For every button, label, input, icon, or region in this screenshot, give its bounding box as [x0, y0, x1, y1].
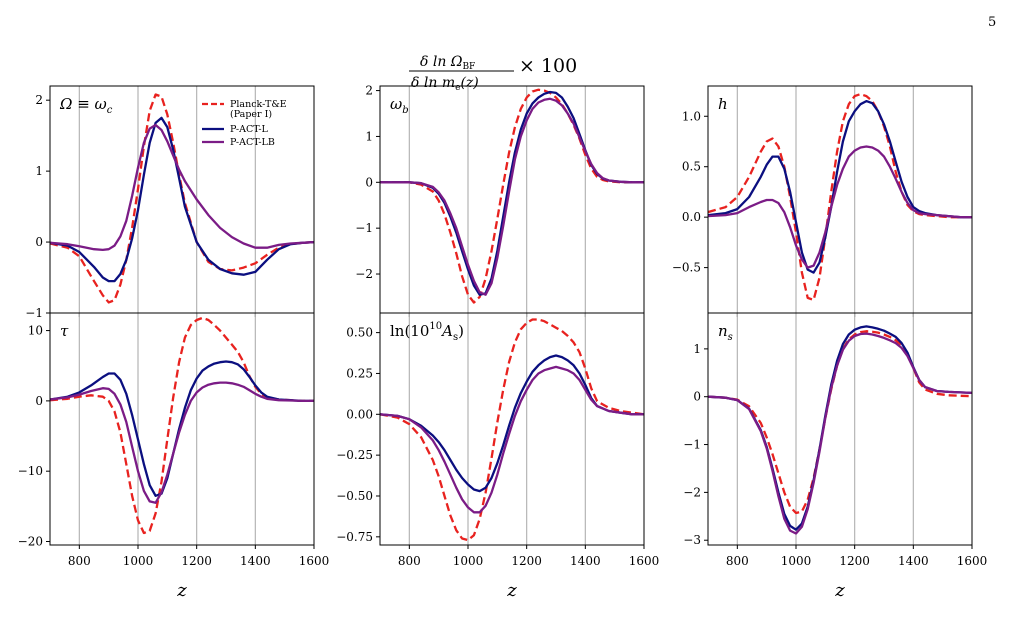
panel-label: τ — [60, 322, 69, 340]
x-tick-label: 1000 — [123, 554, 154, 568]
svg-text:δ ln ΩBF: δ ln ΩBF — [420, 54, 475, 72]
series-line-pactlb — [380, 365, 644, 514]
y-tick-label: 1.0 — [682, 109, 701, 123]
panel-6: −3 −2 −1 0 1 800 1000 1200 1400 1600 z ns — [683, 312, 988, 601]
y-tick-label: 0 — [693, 390, 701, 404]
series-line-pactlb — [50, 381, 314, 504]
y-tick-label: 0.5 — [682, 160, 701, 174]
x-tick-label: 1400 — [240, 554, 271, 568]
series-line-pactlb — [380, 97, 644, 296]
legend-label: Planck-T&E — [230, 99, 287, 110]
y-tick-label: 1 — [35, 164, 43, 178]
y-tick-label: −0.50 — [336, 489, 373, 503]
x-tick-label: 1000 — [781, 554, 812, 568]
panel-2: −2 −1 0 1 2 ωb — [355, 84, 645, 317]
series-line-pactl — [380, 90, 644, 296]
legend-label: (Paper I) — [230, 109, 272, 120]
x-tick-label: 1600 — [299, 554, 330, 568]
y-tick-label: −2 — [683, 485, 701, 499]
figure-title: δ ln ΩBF δ ln me(z) × 100 — [409, 54, 577, 93]
y-tick-label: 0.50 — [346, 326, 373, 340]
x-tick-label: 1200 — [839, 554, 870, 568]
panel-1: −1 0 1 2 Ω ≡ ωc Planck-T&E(Paper I) P-ACT-L P-A… — [25, 85, 315, 320]
x-tick-label: 1400 — [570, 554, 601, 568]
title-denominator-sub: e — [455, 83, 460, 93]
series-line-planck — [380, 318, 644, 542]
panel-label: ln(1010As) — [390, 321, 464, 343]
y-tick-label: 0.00 — [346, 407, 373, 421]
series-line-planck — [380, 88, 644, 304]
y-tick-label: −10 — [18, 464, 43, 478]
panel-3: −0.5 0.0 0.5 1.0 h — [672, 85, 973, 317]
series-line-planck — [50, 93, 314, 304]
panel-4: −20 −10 0 10 800 1000 1200 1400 1600 z τ — [18, 312, 330, 601]
series-line-pactlb — [708, 332, 972, 535]
y-tick-label: 1 — [365, 129, 373, 143]
y-tick-label: −3 — [683, 533, 701, 547]
series-line-planck — [708, 92, 972, 302]
x-tick-label: 1400 — [898, 554, 929, 568]
panel-frame — [49, 312, 315, 546]
y-tick-label: −0.75 — [336, 530, 373, 544]
x-tick-label: 1000 — [453, 554, 484, 568]
series-line-pactlb — [708, 145, 972, 269]
panel-frame — [379, 312, 645, 546]
title-denominator-tail: (z) — [460, 75, 478, 91]
panel-frame — [379, 85, 645, 314]
y-tick-label: 2 — [35, 93, 43, 107]
y-tick-label: −1 — [683, 438, 701, 452]
series-line-pactl — [50, 360, 314, 497]
x-axis-label: z — [176, 580, 187, 601]
x-tick-label: 800 — [726, 554, 749, 568]
y-tick-label: −2 — [355, 267, 373, 281]
title-times: × 100 — [519, 55, 577, 77]
y-tick-label: −1 — [355, 221, 373, 235]
title-numerator: δ ln Ω — [420, 54, 463, 70]
y-tick-label: 0 — [365, 175, 373, 189]
y-tick-label: 0 — [35, 394, 43, 408]
y-tick-label: −1 — [25, 306, 43, 320]
panel-label: ns — [718, 322, 733, 343]
panel-frame — [707, 312, 973, 546]
x-tick-label: 1200 — [181, 554, 212, 568]
y-tick-label: 0.0 — [682, 210, 701, 224]
svg-text:δ ln me(z): δ ln me(z) — [411, 75, 479, 93]
series-line-planck — [708, 330, 972, 515]
panel-label: ωb — [390, 95, 409, 116]
series-line-pactl — [708, 99, 972, 274]
y-tick-label: 1 — [693, 342, 701, 356]
panel-5: −0.75 −0.50 −0.25 0.00 0.25 0.50 800 1000 1200 14… — [336, 312, 660, 601]
legend-label: P-ACT-L — [230, 124, 269, 135]
y-tick-label: 10 — [28, 324, 43, 338]
title-numerator-sub: BF — [462, 62, 475, 72]
series-line-pactl — [50, 116, 314, 283]
series-line-pactlb — [50, 123, 314, 252]
legend-label: P-ACT-LB — [230, 137, 275, 148]
series-line-pactl — [380, 354, 644, 493]
y-tick-label: −20 — [18, 534, 43, 548]
x-axis-label: z — [506, 580, 517, 601]
panel-label: h — [718, 95, 728, 113]
legend: Planck-T&E(Paper I) P-ACT-L P-ACT-LB — [202, 99, 287, 148]
y-tick-label: −0.25 — [336, 448, 373, 462]
x-axis-label: z — [834, 580, 845, 601]
panel-frame — [49, 85, 315, 314]
y-tick-label: 0.25 — [346, 366, 373, 380]
title-denominator: δ ln m — [411, 75, 455, 91]
x-tick-label: 1600 — [957, 554, 988, 568]
page-number: 5 — [988, 15, 996, 30]
x-tick-label: 1600 — [629, 554, 660, 568]
x-tick-label: 800 — [68, 554, 91, 568]
x-tick-label: 800 — [398, 554, 421, 568]
y-tick-label: 0 — [35, 235, 43, 249]
panel-label: Ω ≡ ωc — [59, 95, 113, 116]
x-tick-label: 1200 — [511, 554, 542, 568]
y-tick-label: −0.5 — [672, 261, 701, 275]
y-tick-label: 2 — [365, 84, 373, 98]
